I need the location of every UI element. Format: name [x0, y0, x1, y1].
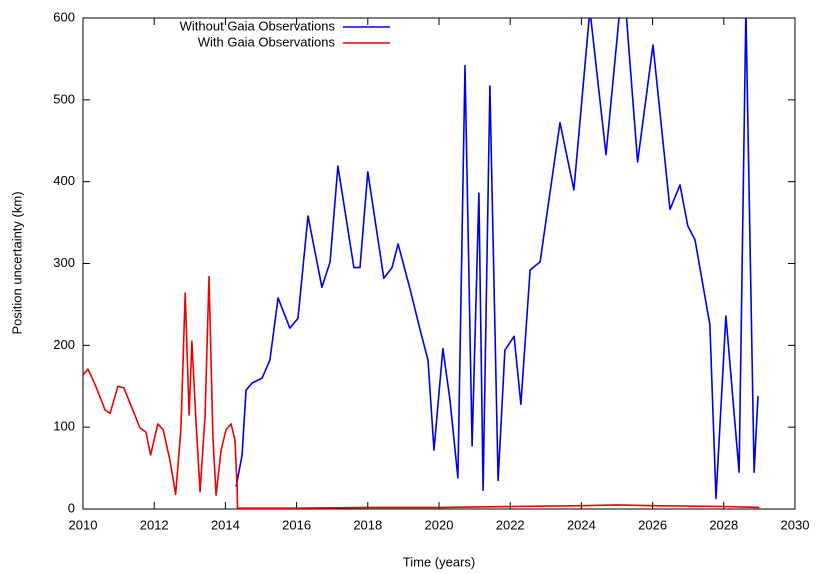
legend-label: Without Gaia Observations	[180, 18, 336, 33]
x-tick-label: 2010	[69, 517, 98, 532]
x-tick-label: 2030	[781, 517, 810, 532]
y-tick-label: 400	[53, 173, 75, 188]
x-tick-label: 2012	[140, 517, 169, 532]
y-tick-label: 600	[53, 9, 75, 24]
y-tick-label: 500	[53, 91, 75, 106]
x-tick-label: 2016	[282, 517, 311, 532]
x-tick-label: 2024	[567, 517, 596, 532]
series-line	[83, 275, 760, 509]
plot-frame	[82, 17, 796, 510]
series-line	[235, 18, 759, 500]
x-tick-label: 2020	[425, 517, 454, 532]
y-axis-label: Position uncertainty (km)	[9, 191, 24, 334]
y-tick-label: 300	[53, 255, 75, 270]
y-tick-label: 0	[68, 500, 75, 515]
legend-label: With Gaia Observations	[198, 34, 336, 49]
plot-lines	[83, 18, 760, 509]
x-tick-label: 2026	[638, 517, 667, 532]
x-tick-label: 2018	[353, 517, 382, 532]
x-axis-label: Time (years)	[403, 554, 475, 569]
y-tick-label: 100	[53, 419, 75, 434]
x-tick-label: 2014	[211, 517, 240, 532]
y-tick-label: 200	[53, 337, 75, 352]
x-tick-label: 2028	[709, 517, 738, 532]
x-tick-label: 2022	[496, 517, 525, 532]
